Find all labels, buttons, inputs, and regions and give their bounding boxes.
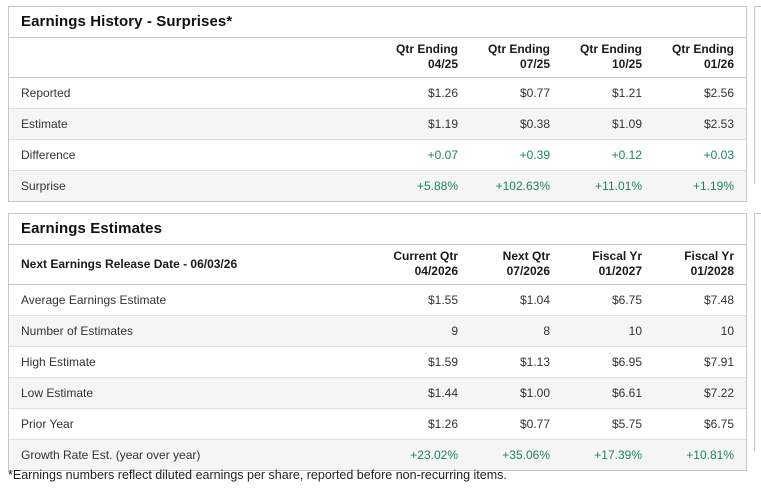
- column-header-line2: 01/2027: [598, 264, 642, 278]
- cell-value: +10.81%: [654, 439, 746, 470]
- column-header: Fiscal Yr 01/2028: [654, 245, 746, 285]
- column-header-line1: Qtr Ending: [488, 42, 550, 56]
- cell-value: $1.26: [378, 408, 470, 440]
- row-label: Reported: [21, 86, 71, 100]
- column-header-line1: Qtr Ending: [396, 42, 458, 56]
- row-label: Prior Year: [9, 408, 378, 440]
- row-label: Difference: [9, 139, 378, 171]
- table-row: Estimate $1.19 $0.38 $1.09 $2.53: [9, 108, 746, 140]
- cell-value: $7.48: [703, 293, 734, 307]
- cell-value: $1.19: [378, 108, 470, 140]
- column-header-line1: Qtr Ending: [672, 42, 734, 56]
- cell-value: $1.09: [562, 108, 654, 140]
- column-header-line2: 07/2026: [506, 264, 550, 278]
- earnings-estimates-table: Next Earnings Release Date - 06/03/26 Cu…: [9, 245, 746, 470]
- cell-value: 8: [470, 315, 562, 347]
- earnings-estimates-header-row: Next Earnings Release Date - 06/03/26 Cu…: [9, 245, 746, 285]
- column-header-line2: 10/25: [611, 57, 642, 71]
- cell-value: $6.61: [562, 377, 654, 409]
- cell-value: $1.26: [427, 86, 458, 100]
- cell-value: +0.39: [470, 139, 562, 171]
- cell-value: +17.39%: [562, 439, 654, 470]
- earnings-history-title: Earnings History - Surprises*: [9, 7, 746, 38]
- cell-value: +1.19%: [654, 170, 746, 201]
- row-label: Estimate: [9, 108, 378, 140]
- table-row: Difference +0.07 +0.39 +0.12 +0.03: [9, 139, 746, 171]
- table-row: Reported $1.26 $0.77 $1.21 $2.56: [9, 78, 746, 109]
- cell-value: +102.63%: [470, 170, 562, 201]
- cell-value: $1.44: [378, 377, 470, 409]
- cell-value: +0.07: [378, 139, 470, 171]
- table-row: High Estimate $1.59 $1.13 $6.95 $7.91: [9, 346, 746, 378]
- column-header: Fiscal Yr 01/2027: [562, 245, 654, 285]
- cell-value: 10: [654, 315, 746, 347]
- earnings-estimates-body: Average Earnings Estimate $1.55 $1.04 $6.75…: [9, 285, 746, 470]
- cell-value: $0.38: [470, 108, 562, 140]
- column-header: Qtr Ending 04/25: [378, 38, 470, 78]
- cell-value: +5.88%: [378, 170, 470, 201]
- column-header: Qtr Ending 07/25: [470, 38, 562, 78]
- column-header-line2: 07/25: [519, 57, 550, 71]
- column-header: Qtr Ending 01/26: [654, 38, 746, 78]
- cell-value: +23.02%: [378, 439, 470, 470]
- row-label: High Estimate: [9, 346, 378, 378]
- cell-value: $7.91: [654, 346, 746, 378]
- earnings-history-header-row: Qtr Ending 04/25 Qtr Ending 07/25 Qtr Ending…: [9, 38, 746, 78]
- cell-value: $1.55: [427, 293, 458, 307]
- row-label: Low Estimate: [9, 377, 378, 409]
- table-row: Low Estimate $1.44 $1.00 $6.61 $7.22: [9, 377, 746, 409]
- table-row: Growth Rate Est. (year over year) +23.02%…: [9, 439, 746, 470]
- cell-value: 10: [562, 315, 654, 347]
- column-header: Qtr Ending 10/25: [562, 38, 654, 78]
- cutoff-panel-bottom: [754, 213, 761, 451]
- cell-value: +11.01%: [562, 170, 654, 201]
- cell-value: $2.56: [703, 86, 734, 100]
- column-header-line1: Current Qtr: [393, 249, 458, 263]
- cell-value: $2.53: [654, 108, 746, 140]
- column-header-line1: Qtr Ending: [580, 42, 642, 56]
- next-earnings-release-date: Next Earnings Release Date - 06/03/26: [9, 245, 378, 285]
- cell-value: $0.77: [470, 408, 562, 440]
- column-header-line2: 01/26: [703, 57, 734, 71]
- table-row: Prior Year $1.26 $0.77 $5.75 $6.75: [9, 408, 746, 440]
- column-header-line1: Next Qtr: [502, 249, 550, 263]
- cell-value: $1.21: [611, 86, 642, 100]
- column-header-line2: 04/25: [427, 57, 458, 71]
- cell-value: +35.06%: [470, 439, 562, 470]
- earnings-history-panel: Earnings History - Surprises* Qtr Ending…: [8, 6, 747, 202]
- row-label: Surprise: [9, 170, 378, 201]
- earnings-history-table: Qtr Ending 04/25 Qtr Ending 07/25 Qtr Ending…: [9, 38, 746, 201]
- cell-value: +0.12: [562, 139, 654, 171]
- cell-value: $6.75: [611, 293, 642, 307]
- cell-value: +0.03: [654, 139, 746, 171]
- cell-value: $1.59: [378, 346, 470, 378]
- cell-value: $5.75: [562, 408, 654, 440]
- earnings-estimates-title: Earnings Estimates: [9, 214, 746, 245]
- column-header-line1: Fiscal Yr: [684, 249, 734, 263]
- cell-value: $6.95: [562, 346, 654, 378]
- row-label: Average Earnings Estimate: [21, 293, 167, 307]
- cell-value: 9: [378, 315, 470, 347]
- row-label: Number of Estimates: [9, 315, 378, 347]
- column-header: Current Qtr 04/2026: [378, 245, 470, 285]
- earnings-footnote: *Earnings numbers reflect diluted earnin…: [8, 468, 507, 482]
- table-row: Number of Estimates 9 8 10 10: [9, 315, 746, 347]
- table-row: Surprise +5.88% +102.63% +11.01% +1.19%: [9, 170, 746, 201]
- earnings-history-body: Reported $1.26 $0.77 $1.21 $2.56 Estimate $1.1…: [9, 78, 746, 201]
- cell-value: $1.04: [519, 293, 550, 307]
- cell-value: $1.00: [470, 377, 562, 409]
- cell-value: $7.22: [654, 377, 746, 409]
- column-header-line2: 04/2026: [414, 264, 458, 278]
- cell-value: $0.77: [519, 86, 550, 100]
- cell-value: $6.75: [654, 408, 746, 440]
- cell-value: $1.13: [470, 346, 562, 378]
- earnings-estimates-panel: Earnings Estimates Next Earnings Release…: [8, 213, 747, 471]
- table-row: Average Earnings Estimate $1.55 $1.04 $6.75…: [9, 285, 746, 316]
- column-header: Next Qtr 07/2026: [470, 245, 562, 285]
- header-spacer: [9, 38, 378, 78]
- row-label: Growth Rate Est. (year over year): [9, 439, 378, 470]
- column-header-line1: Fiscal Yr: [592, 249, 642, 263]
- column-header-line2: 01/2028: [690, 264, 734, 278]
- cutoff-panel-top: [754, 6, 761, 184]
